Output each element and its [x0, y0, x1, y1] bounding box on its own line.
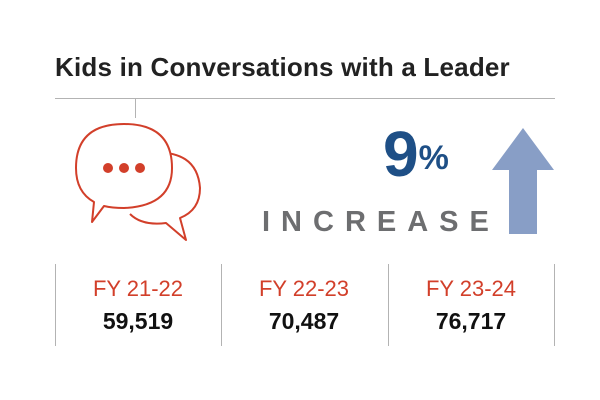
stats-divider [55, 264, 56, 346]
title-divider [55, 98, 555, 99]
stat-fy-21-22: FY 21-22 59,519 [55, 264, 221, 346]
stat-fy-23-24: FY 23-24 76,717 [388, 264, 554, 346]
fiscal-year-label: FY 23-24 [425, 276, 517, 301]
stats-divider [221, 264, 222, 346]
up-arrow-icon [492, 128, 554, 234]
percent-value: 9 [383, 118, 419, 190]
percent-sign: % [418, 139, 449, 177]
fiscal-year-label: FY 21-22 [92, 276, 184, 301]
fiscal-year-value: 59,519 [102, 308, 174, 334]
increase-label: INCREASE [262, 206, 500, 238]
fiscal-year-value: 70,487 [268, 308, 340, 334]
yearly-stats: FY 21-22 59,519 FY 22-23 70,487 FY 23-24… [55, 264, 555, 346]
stat-fy-22-23: FY 22-23 70,487 [221, 264, 387, 346]
fiscal-year-value: 76,717 [435, 308, 507, 334]
stats-divider [554, 264, 555, 346]
fiscal-year-label: FY 22-23 [258, 276, 350, 301]
stats-divider [388, 264, 389, 346]
divider-tick [135, 98, 136, 118]
page-title: Kids in Conversations with a Leader [55, 52, 510, 82]
increase-percent: 9% [383, 122, 449, 186]
speech-bubbles-icon [75, 123, 201, 241]
